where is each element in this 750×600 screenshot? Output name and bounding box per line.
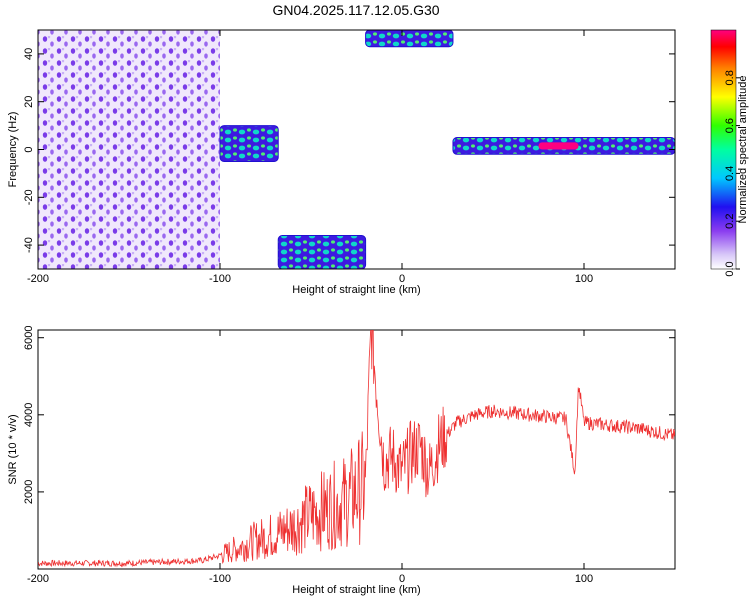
snr-series-line — [38, 330, 675, 568]
colorbar-tick-label: 0.8 — [724, 70, 736, 85]
snr-x-tick-label: 100 — [575, 573, 593, 585]
spectrogram-x-tick-label: -200 — [27, 273, 49, 285]
snr-x-tick-label: -100 — [209, 573, 231, 585]
snr-y-tick-label: 2000 — [23, 480, 35, 504]
snr-x-axis-label: Height of straight line (km) — [292, 584, 420, 596]
spectrogram-x-axis-label: Height of straight line (km) — [292, 284, 420, 296]
spectrogram-region — [219, 125, 279, 162]
snr-x-tick-label: 0 — [399, 573, 405, 585]
spectrogram-y-tick-label: -20 — [23, 189, 35, 205]
spectrogram-y-tick-label: 40 — [23, 48, 35, 60]
snr-x-tick-label: -200 — [27, 573, 49, 585]
spectrogram-y-tick-label: 0 — [23, 146, 35, 152]
spectrogram-y-axis-label: Frequency (Hz) — [7, 112, 19, 188]
colorbar-tick-label: 0.0 — [724, 261, 736, 276]
spectrogram-region — [365, 29, 454, 48]
spectrogram-y-tick-label: 20 — [23, 96, 35, 108]
snr-y-tick-label: 6000 — [23, 325, 35, 349]
snr-y-axis-label: SNR (10 * v/v) — [7, 414, 19, 484]
spectrogram-y-tick-label: -40 — [23, 237, 35, 253]
snr-y-tick-label: 4000 — [23, 403, 35, 427]
spectrogram-region — [277, 235, 367, 270]
colorbar-gradient — [710, 29, 737, 270]
snr-panel: -200 -100 0 100 2000 4000 6000 Height of straig… — [7, 325, 676, 596]
colorbar-tick-label: 0.2 — [724, 214, 736, 229]
snr-frame — [37, 329, 676, 570]
colorbar-tick-label: 0.6 — [724, 118, 736, 133]
figure-title: GN04.2025.117.12.05.G30 — [272, 2, 439, 18]
colorbar-tick-label: 0.4 — [724, 166, 736, 181]
spectrogram-region — [538, 142, 579, 150]
spectrogram-x-tick-label: 0 — [399, 273, 405, 285]
colorbar: 0.0 0.2 0.4 0.6 0.8 Normalized spectral ampli… — [710, 29, 749, 277]
spectrogram-x-tick-label: 100 — [575, 273, 593, 285]
colorbar-label: Normalized spectral amplitude — [737, 76, 749, 224]
spectrogram-region — [38, 30, 220, 269]
spectrogram-x-tick-label: -100 — [209, 273, 231, 285]
